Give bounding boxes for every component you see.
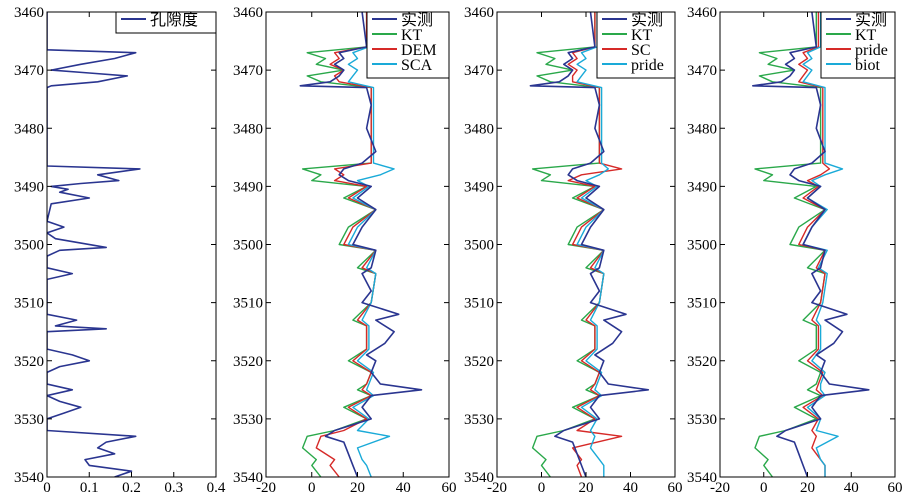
- x-tick-label: 40: [844, 480, 859, 496]
- y-tick-label: 3520: [14, 354, 44, 370]
- legend-box: [596, 11, 676, 79]
- series-group: [529, 12, 650, 477]
- x-tick-label: 60: [668, 480, 683, 496]
- x-tick-label: 20: [350, 480, 365, 496]
- y-tick-label: 3540: [233, 470, 263, 486]
- legend-label: biot: [855, 57, 880, 74]
- legend-label: SCA: [401, 57, 433, 74]
- legend-box: [366, 11, 450, 79]
- legend-label: pride: [855, 42, 888, 59]
- x-tick-label: 60: [888, 480, 903, 496]
- x-tick-label: -20: [487, 480, 507, 496]
- y-tick-label: 3500: [14, 238, 44, 254]
- legend-label: KT: [631, 27, 653, 44]
- x-tick-label: 0: [43, 480, 51, 496]
- y-tick-label: 3510: [233, 296, 263, 312]
- y-tick-label: 3500: [687, 238, 717, 254]
- y-tick-label: 3460: [14, 5, 44, 21]
- x-tick-label: 0.4: [207, 480, 226, 496]
- y-tick-label: 3510: [687, 296, 717, 312]
- legend: 孔隙度: [115, 11, 217, 34]
- x-tick-label: 0.2: [122, 480, 141, 496]
- y-tick-label: 3530: [14, 412, 44, 428]
- y-tick-label: 3540: [464, 470, 494, 486]
- x-tick-label: 40: [396, 480, 411, 496]
- series-line-实测: [751, 12, 870, 477]
- y-tick-label: 3490: [687, 179, 717, 195]
- x-tick-label: -20: [710, 480, 730, 496]
- x-tick-label: 0.1: [80, 480, 99, 496]
- legend-label: KT: [855, 27, 877, 44]
- y-tick-label: 3530: [687, 412, 717, 428]
- plot-frame: [265, 11, 450, 478]
- x-tick-label: 0: [308, 480, 316, 496]
- y-tick-label: 3490: [464, 179, 494, 195]
- x-tick-label: 40: [623, 480, 638, 496]
- x-tick-label: 60: [442, 480, 457, 496]
- series-line-SC: [567, 12, 623, 477]
- y-tick-label: 3480: [233, 121, 263, 137]
- x-tick-label: 0: [760, 480, 768, 496]
- series-group: [299, 12, 423, 477]
- plot-frame: [496, 11, 676, 478]
- y-tick-label: 3510: [14, 296, 44, 312]
- y-tick-label: 3530: [233, 412, 263, 428]
- panel-4: 3460 3470 3480 3490 3500 3510 3520 3530 3540-20 0…: [687, 5, 903, 496]
- legend-label: DEM: [401, 42, 437, 59]
- series-line-孔隙度: [47, 12, 141, 477]
- y-tick-label: 3510: [464, 296, 494, 312]
- x-tick-label: 20: [579, 480, 594, 496]
- legend-label: SC: [631, 42, 651, 59]
- legend-box: [820, 11, 896, 79]
- y-tick-label: 3480: [14, 121, 44, 137]
- y-tick-label: 3540: [687, 470, 717, 486]
- y-tick-label: 3490: [233, 179, 263, 195]
- y-tick-label: 3470: [687, 63, 717, 79]
- x-tick-label: -20: [256, 480, 276, 496]
- x-tick-label: 0.3: [164, 480, 183, 496]
- y-tick-label: 3540: [14, 470, 44, 486]
- y-tick-label: 3480: [687, 121, 717, 137]
- y-tick-label: 3530: [464, 412, 494, 428]
- y-tick-label: 3520: [687, 354, 717, 370]
- x-tick-label: 20: [800, 480, 815, 496]
- series-line-KT: [754, 12, 826, 477]
- x-tick-label: 0: [538, 480, 546, 496]
- y-tick-label: 3520: [233, 354, 263, 370]
- y-tick-label: 3480: [464, 121, 494, 137]
- legend-label: 实测: [401, 11, 433, 29]
- legend-label: pride: [631, 57, 664, 74]
- y-tick-label: 3470: [14, 63, 44, 79]
- y-tick-label: 3500: [464, 238, 494, 254]
- y-tick-label: 3460: [233, 5, 263, 21]
- y-tick-label: 3470: [464, 63, 494, 79]
- y-tick-label: 3460: [687, 5, 717, 21]
- series-line-biot: [802, 12, 844, 477]
- y-tick-label: 3460: [464, 5, 494, 21]
- legend-box: [115, 11, 217, 34]
- legend-label: 孔隙度: [150, 11, 198, 29]
- series-line-实测: [529, 12, 650, 477]
- legend-label: KT: [401, 27, 423, 44]
- legend-label: 实测: [855, 11, 887, 29]
- y-tick-label: 3500: [233, 238, 263, 254]
- series-group: [751, 12, 870, 477]
- panel-2: 3460 3470 3480 3490 3500 3510 3520 3530 3540-20 0…: [233, 5, 457, 496]
- y-tick-label: 3470: [233, 63, 263, 79]
- legend-label: 实测: [631, 11, 663, 29]
- y-tick-label: 3520: [464, 354, 494, 370]
- series-line-KT: [531, 12, 605, 477]
- y-tick-label: 3490: [14, 179, 44, 195]
- panel-3: 3460 3470 3480 3490 3500 3510 3520 3530 3540-20 0…: [464, 5, 683, 496]
- plot-frame: [46, 11, 217, 478]
- series-line-实测: [299, 12, 423, 477]
- series-group: [47, 12, 141, 477]
